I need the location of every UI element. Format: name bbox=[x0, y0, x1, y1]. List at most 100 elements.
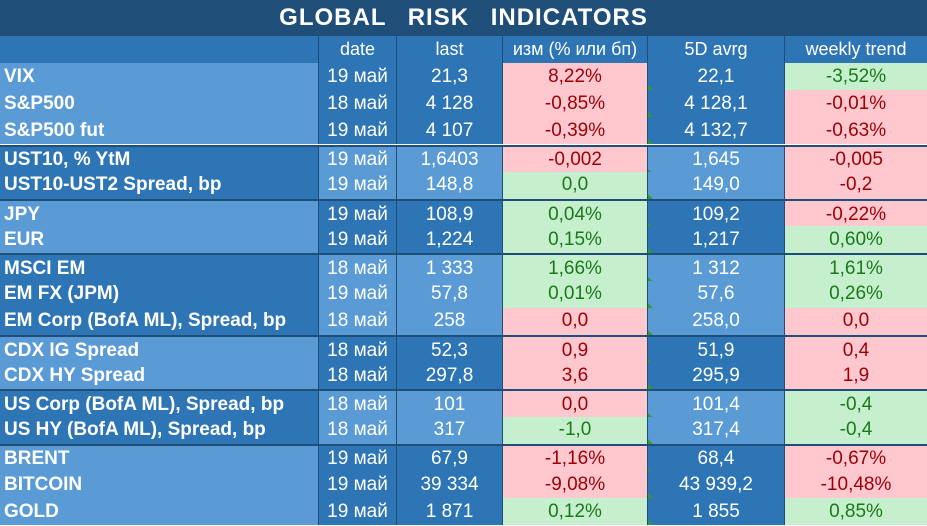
change-cell: -9,08% bbox=[502, 471, 647, 498]
header-name bbox=[0, 36, 318, 63]
change-cell: 0,01% bbox=[502, 280, 647, 308]
last-value-cell: 1 333 bbox=[396, 255, 502, 283]
table-row: EM Corp (BofA ML), Spread, bp 18 май 258 0,… bbox=[0, 307, 927, 335]
trend-cell: 0,0 bbox=[784, 307, 927, 335]
indicator-name: JPY bbox=[0, 201, 318, 228]
header-last: last bbox=[396, 36, 502, 63]
date-cell: 18 май bbox=[318, 362, 396, 390]
change-cell: 0,9 bbox=[502, 337, 647, 364]
avg-cell: 57,6 bbox=[647, 280, 784, 308]
avg-cell: 4 132,7 bbox=[647, 117, 784, 145]
change-cell: 0,0 bbox=[502, 171, 647, 199]
trend-cell: -0,4 bbox=[784, 391, 927, 419]
date-cell: 19 май bbox=[318, 226, 396, 254]
indicator-name: BITCOIN bbox=[0, 471, 318, 498]
trend-cell: -0,01% bbox=[784, 90, 927, 118]
change-cell: -1,16% bbox=[502, 445, 647, 473]
table-title: GLOBAL RISK INDICATORS bbox=[0, 0, 927, 36]
indicator-name: EM Corp (BofA ML), Spread, bp bbox=[0, 307, 318, 335]
last-value-cell: 67,9 bbox=[396, 445, 502, 473]
last-value-cell: 108,9 bbox=[396, 201, 502, 228]
change-cell: 1,66% bbox=[502, 255, 647, 283]
avg-cell: 43 939,2 bbox=[647, 471, 784, 498]
last-value-cell: 148,8 bbox=[396, 171, 502, 199]
change-cell: 8,22% bbox=[502, 63, 647, 90]
trend-cell: 0,26% bbox=[784, 280, 927, 308]
trend-cell: -0,63% bbox=[784, 117, 927, 145]
table-row: S&P500 18 май 4 128 -0,85% 4 128,1 -0,01% bbox=[0, 90, 927, 118]
indicator-name: EUR bbox=[0, 226, 318, 254]
date-cell: 19 май bbox=[318, 117, 396, 145]
trend-cell: -0,67% bbox=[784, 445, 927, 473]
last-value-cell: 52,3 bbox=[396, 337, 502, 364]
trend-cell: 0,60% bbox=[784, 226, 927, 254]
indicator-name: S&P500 fut bbox=[0, 117, 318, 145]
table-row: BITCOIN 19 май 39 334 -9,08% 43 939,2 -10,48% bbox=[0, 471, 927, 498]
last-value-cell: 39 334 bbox=[396, 471, 502, 498]
change-cell: -0,85% bbox=[502, 90, 647, 118]
avg-cell: 101,4 bbox=[647, 391, 784, 419]
date-cell: 19 май bbox=[318, 146, 396, 174]
last-value-cell: 4 128 bbox=[396, 90, 502, 118]
header-5d-avg: 5D avrg bbox=[647, 36, 784, 63]
indicator-name: GOLD bbox=[0, 498, 318, 526]
avg-cell: 51,9 bbox=[647, 337, 784, 364]
table-row: EUR 19 май 1,224 0,15% 1,217 0,60% bbox=[0, 226, 927, 254]
change-cell: 0,04% bbox=[502, 201, 647, 228]
indicator-name: BRENT bbox=[0, 445, 318, 473]
indicator-name: VIX bbox=[0, 63, 318, 90]
header-weekly-trend: weekly trend bbox=[784, 36, 927, 63]
last-value-cell: 1 871 bbox=[396, 498, 502, 526]
header-change: изм (% или бп) bbox=[502, 36, 647, 63]
avg-cell: 1 855 bbox=[647, 498, 784, 526]
indicator-name: EM FX (JPM) bbox=[0, 280, 318, 308]
date-cell: 18 май bbox=[318, 416, 396, 444]
indicator-name: S&P500 bbox=[0, 90, 318, 118]
date-cell: 18 май bbox=[318, 307, 396, 335]
date-cell: 19 май bbox=[318, 498, 396, 526]
table-row: US Corp (BofA ML), Spread, bp 18 май 101 0,… bbox=[0, 389, 927, 419]
indicator-name: CDX HY Spread bbox=[0, 362, 318, 390]
indicator-name: US HY (BofA ML), Spread, bp bbox=[0, 416, 318, 444]
date-cell: 18 май bbox=[318, 255, 396, 283]
last-value-cell: 101 bbox=[396, 391, 502, 419]
date-cell: 18 май bbox=[318, 337, 396, 364]
indicator-name: US Corp (BofA ML), Spread, bp bbox=[0, 391, 318, 419]
table-row: UST10, % YtM 19 май 1,6403 -0,002 1,645 -0,00… bbox=[0, 144, 927, 174]
trend-cell: -0,005 bbox=[784, 146, 927, 174]
change-cell: 0,0 bbox=[502, 307, 647, 335]
trend-cell: 1,61% bbox=[784, 255, 927, 283]
trend-cell: 1,9 bbox=[784, 362, 927, 390]
date-cell: 18 май bbox=[318, 90, 396, 118]
last-value-cell: 258 bbox=[396, 307, 502, 335]
table-row: GOLD 19 май 1 871 0,12% 1 855 0,85% bbox=[0, 498, 927, 526]
change-cell: 0,15% bbox=[502, 226, 647, 254]
last-value-cell: 21,3 bbox=[396, 63, 502, 90]
avg-cell: 68,4 bbox=[647, 445, 784, 473]
indicator-name: CDX IG Spread bbox=[0, 337, 318, 364]
avg-cell: 1 312 bbox=[647, 255, 784, 283]
table-row: EM FX (JPM) 19 май 57,8 0,01% 57,6 0,26% bbox=[0, 280, 927, 308]
last-value-cell: 1,6403 bbox=[396, 146, 502, 174]
table-row: BRENT 19 май 67,9 -1,16% 68,4 -0,67% bbox=[0, 443, 927, 473]
table-row: MSCI EM 18 май 1 333 1,66% 1 312 1,61% bbox=[0, 253, 927, 283]
avg-cell: 149,0 bbox=[647, 171, 784, 199]
trend-cell: -0,2 bbox=[784, 171, 927, 199]
indicator-name: UST10-UST2 Spread, bp bbox=[0, 171, 318, 199]
trend-cell: -3,52% bbox=[784, 63, 927, 90]
change-cell: 0,0 bbox=[502, 391, 647, 419]
table-row: US HY (BofA ML), Spread, bp 18 май 317 -1,0… bbox=[0, 416, 927, 444]
change-cell: 0,12% bbox=[502, 498, 647, 526]
avg-cell: 317,4 bbox=[647, 416, 784, 444]
last-value-cell: 1,224 bbox=[396, 226, 502, 254]
trend-cell: 0,4 bbox=[784, 337, 927, 364]
indicator-name: UST10, % YtM bbox=[0, 146, 318, 174]
avg-cell: 109,2 bbox=[647, 201, 784, 228]
date-cell: 19 май bbox=[318, 63, 396, 90]
trend-cell: -0,4 bbox=[784, 416, 927, 444]
table-row: CDX HY Spread 18 май 297,8 3,6 295,9 1,9 bbox=[0, 362, 927, 390]
avg-cell: 1,217 bbox=[647, 226, 784, 254]
last-value-cell: 297,8 bbox=[396, 362, 502, 390]
table-row: VIX 19 май 21,3 8,22% 22,1 -3,52% bbox=[0, 63, 927, 90]
